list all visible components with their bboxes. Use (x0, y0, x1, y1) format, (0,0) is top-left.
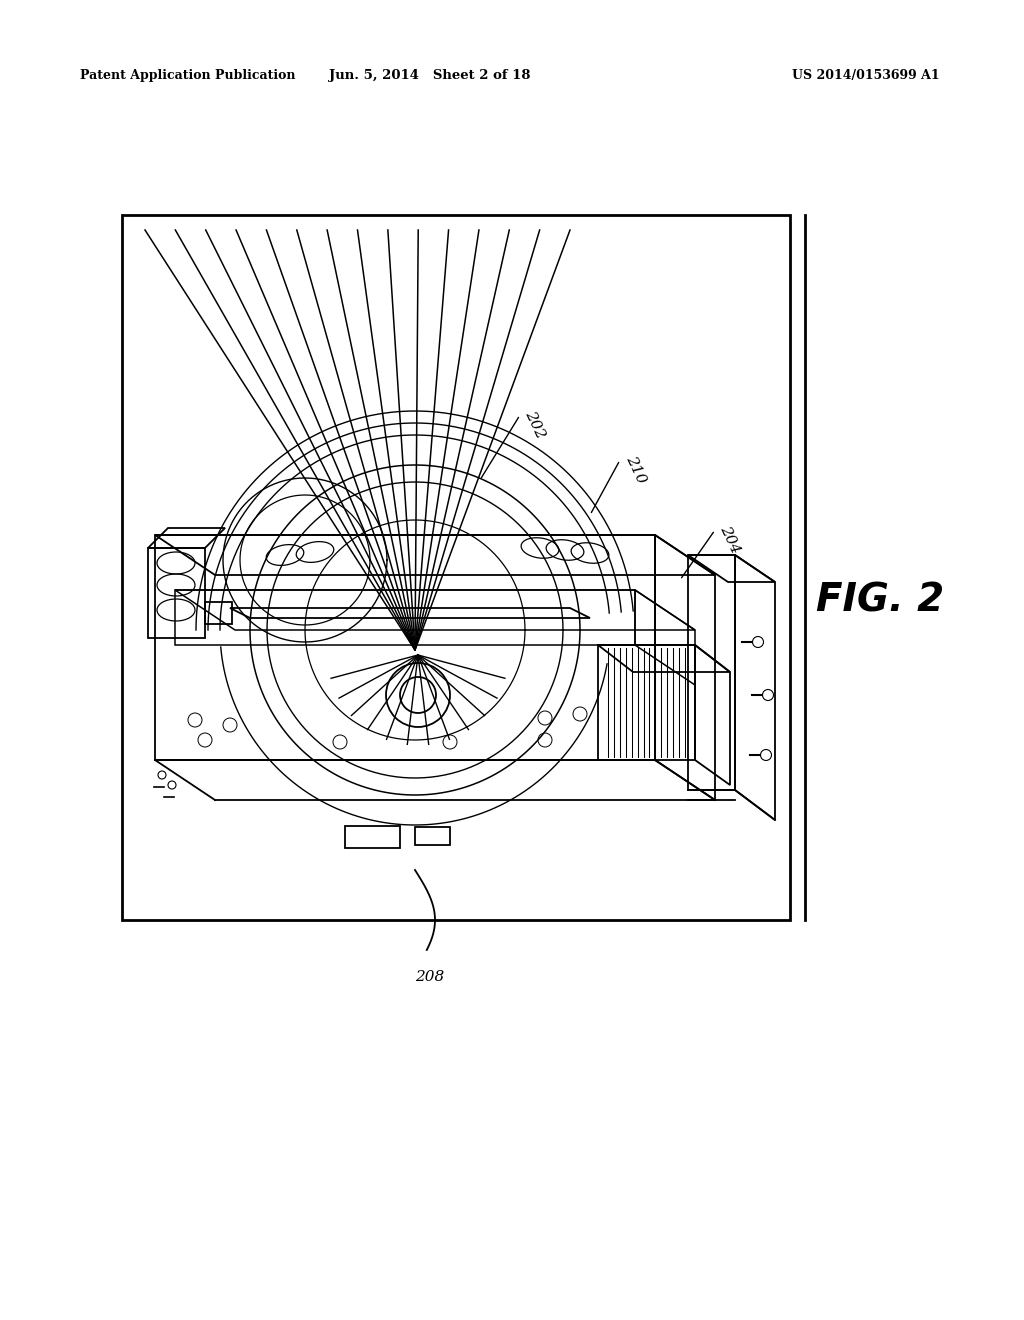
Bar (345, 826, 400, 847)
Text: US 2014/0153699 A1: US 2014/0153699 A1 (793, 69, 940, 82)
Bar (415, 828, 450, 845)
Text: FIG. 2: FIG. 2 (816, 581, 944, 619)
Text: 204: 204 (717, 523, 742, 556)
Text: Jun. 5, 2014   Sheet 2 of 18: Jun. 5, 2014 Sheet 2 of 18 (330, 69, 530, 82)
Text: 208: 208 (416, 970, 444, 983)
Text: Patent Application Publication: Patent Application Publication (80, 69, 296, 82)
Text: 202: 202 (522, 408, 547, 441)
Text: 210: 210 (623, 453, 648, 486)
Bar (122, 215, 790, 920)
